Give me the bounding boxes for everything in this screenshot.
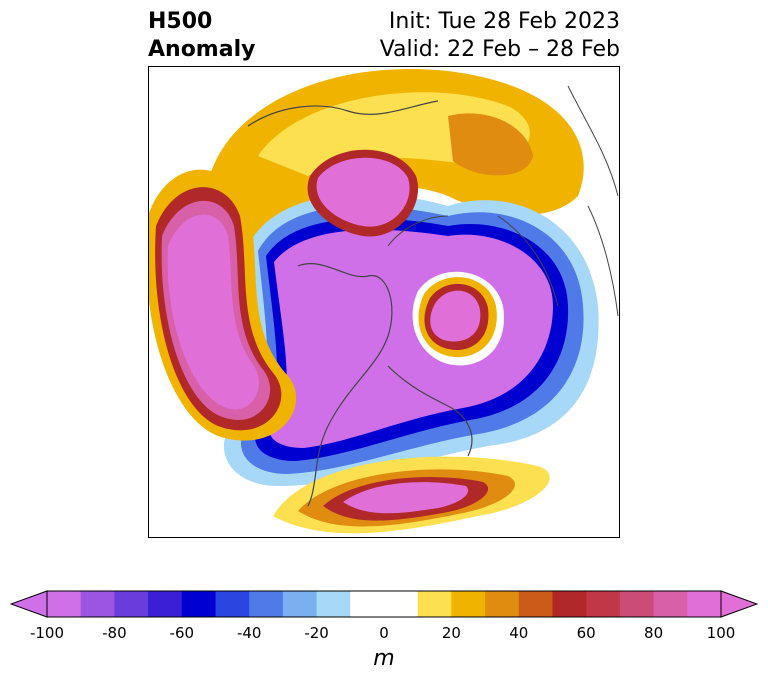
colorbar-bin — [350, 591, 385, 617]
colorbar-bin — [485, 591, 520, 617]
colorbar-bin — [148, 591, 183, 617]
colorbar-bin — [518, 591, 553, 617]
colorbar-bin — [619, 591, 655, 617]
colorbar-bin — [417, 591, 452, 617]
colorbar-tick-label: -20 — [304, 624, 329, 642]
anomaly-field — [148, 68, 619, 534]
colorbar-bin — [384, 591, 419, 617]
colorbar-tick-label: 60 — [576, 624, 596, 642]
colorbar-tick-label: 40 — [509, 624, 529, 642]
colorbar-bin — [80, 591, 115, 617]
colorbar — [10, 590, 758, 618]
colorbar-outline — [46, 590, 722, 618]
map-border — [148, 66, 620, 538]
colorbar-bin — [114, 591, 149, 617]
colorbar-tick-label: -60 — [169, 624, 195, 642]
map-subtitle: Init: Tue 28 Feb 2023 Valid: 22 Feb – 28… — [380, 8, 620, 64]
colorbar-tick-label: 0 — [379, 624, 389, 642]
colorbar-bin — [249, 591, 284, 617]
anomaly-map — [148, 66, 620, 538]
colorbar-bin — [215, 591, 250, 617]
valid-range: Valid: 22 Feb – 28 Feb — [379, 37, 620, 62]
colorbar-tick-label: -80 — [102, 624, 127, 642]
colorbar-bin — [586, 591, 621, 617]
colorbar-bin — [47, 591, 82, 617]
colorbar-bin — [282, 591, 318, 617]
colorbar-bin — [552, 591, 587, 617]
colorbar-bin — [687, 591, 722, 617]
colorbar-tick-label: 100 — [706, 624, 736, 642]
colorbar-bin — [451, 591, 486, 617]
colorbar-over-extension — [720, 590, 758, 618]
init-time: Init: Tue 28 Feb 2023 — [388, 9, 620, 34]
colorbar-unit: m — [373, 646, 395, 671]
title-line2: Anomaly — [148, 37, 256, 62]
colorbar-tick-label: 20 — [441, 624, 461, 642]
colorbar-tick-label: 80 — [644, 624, 664, 642]
colorbar-bin — [653, 591, 688, 617]
colorbar-bins — [10, 590, 758, 618]
title-line1: H500 — [148, 9, 213, 34]
colorbar-tick-label: -100 — [29, 624, 65, 642]
colorbar-bin — [316, 591, 351, 617]
colorbar-bin — [181, 591, 216, 617]
map-title: H500 Anomaly — [148, 8, 255, 64]
colorbar-tick-label: -40 — [236, 624, 262, 642]
colorbar-under-extension — [10, 590, 48, 618]
